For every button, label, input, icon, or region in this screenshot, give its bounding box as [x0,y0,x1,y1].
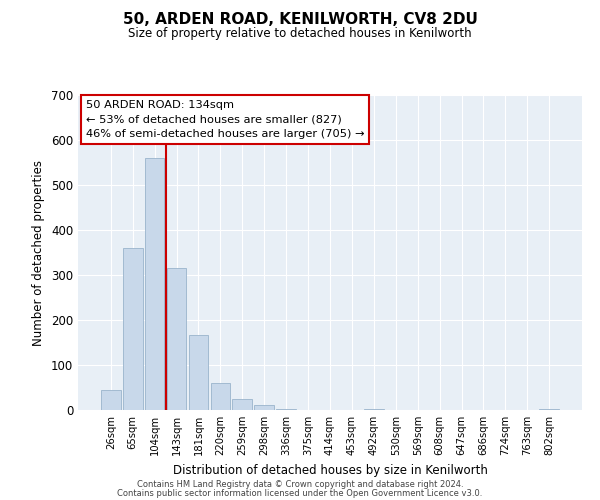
Bar [188,335,208,410]
Y-axis label: Number of detached properties: Number of detached properties [32,160,46,346]
Text: Contains public sector information licensed under the Open Government Licence v3: Contains public sector information licen… [118,488,482,498]
Bar [101,390,121,410]
Text: 50 ARDEN ROAD: 134sqm
← 53% of detached houses are smaller (827)
46% of semi-det: 50 ARDEN ROAD: 134sqm ← 53% of detached … [86,100,364,140]
Text: 50, ARDEN ROAD, KENILWORTH, CV8 2DU: 50, ARDEN ROAD, KENILWORTH, CV8 2DU [122,12,478,28]
Bar [145,158,164,410]
Bar [211,383,230,410]
Bar [539,408,559,410]
Text: Contains HM Land Registry data © Crown copyright and database right 2024.: Contains HM Land Registry data © Crown c… [137,480,463,489]
Text: Size of property relative to detached houses in Kenilworth: Size of property relative to detached ho… [128,28,472,40]
Bar [123,248,143,410]
Bar [276,408,296,410]
Bar [254,404,274,410]
Bar [232,399,252,410]
X-axis label: Distribution of detached houses by size in Kenilworth: Distribution of detached houses by size … [173,464,487,476]
Bar [364,409,384,410]
Bar [167,268,187,410]
